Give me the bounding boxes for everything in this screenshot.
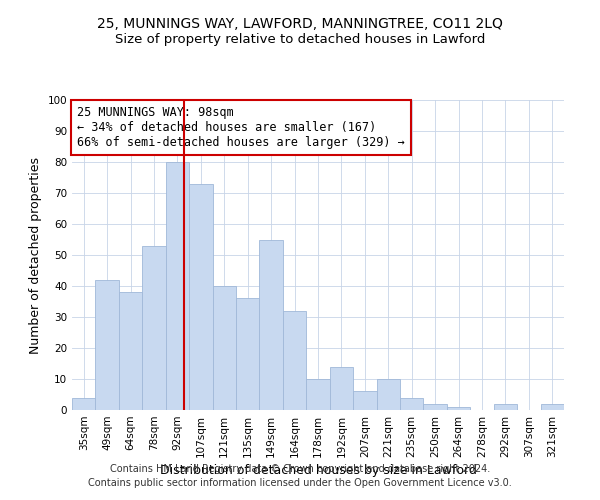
- Bar: [283, 311, 306, 410]
- Bar: [447, 407, 470, 410]
- Text: Size of property relative to detached houses in Lawford: Size of property relative to detached ho…: [115, 32, 485, 46]
- Bar: [400, 398, 424, 410]
- Bar: [166, 162, 189, 410]
- Bar: [236, 298, 259, 410]
- Bar: [353, 392, 377, 410]
- X-axis label: Distribution of detached houses by size in Lawford: Distribution of detached houses by size …: [160, 464, 476, 477]
- Bar: [189, 184, 212, 410]
- Bar: [95, 280, 119, 410]
- Bar: [212, 286, 236, 410]
- Bar: [72, 398, 95, 410]
- Bar: [259, 240, 283, 410]
- Bar: [119, 292, 142, 410]
- Bar: [494, 404, 517, 410]
- Text: Contains HM Land Registry data © Crown copyright and database right 2024.
Contai: Contains HM Land Registry data © Crown c…: [88, 464, 512, 487]
- Bar: [330, 366, 353, 410]
- Bar: [541, 404, 564, 410]
- Bar: [142, 246, 166, 410]
- Text: 25, MUNNINGS WAY, LAWFORD, MANNINGTREE, CO11 2LQ: 25, MUNNINGS WAY, LAWFORD, MANNINGTREE, …: [97, 18, 503, 32]
- Bar: [377, 379, 400, 410]
- Bar: [306, 379, 330, 410]
- Text: 25 MUNNINGS WAY: 98sqm
← 34% of detached houses are smaller (167)
66% of semi-de: 25 MUNNINGS WAY: 98sqm ← 34% of detached…: [77, 106, 404, 149]
- Y-axis label: Number of detached properties: Number of detached properties: [29, 156, 42, 354]
- Bar: [424, 404, 447, 410]
